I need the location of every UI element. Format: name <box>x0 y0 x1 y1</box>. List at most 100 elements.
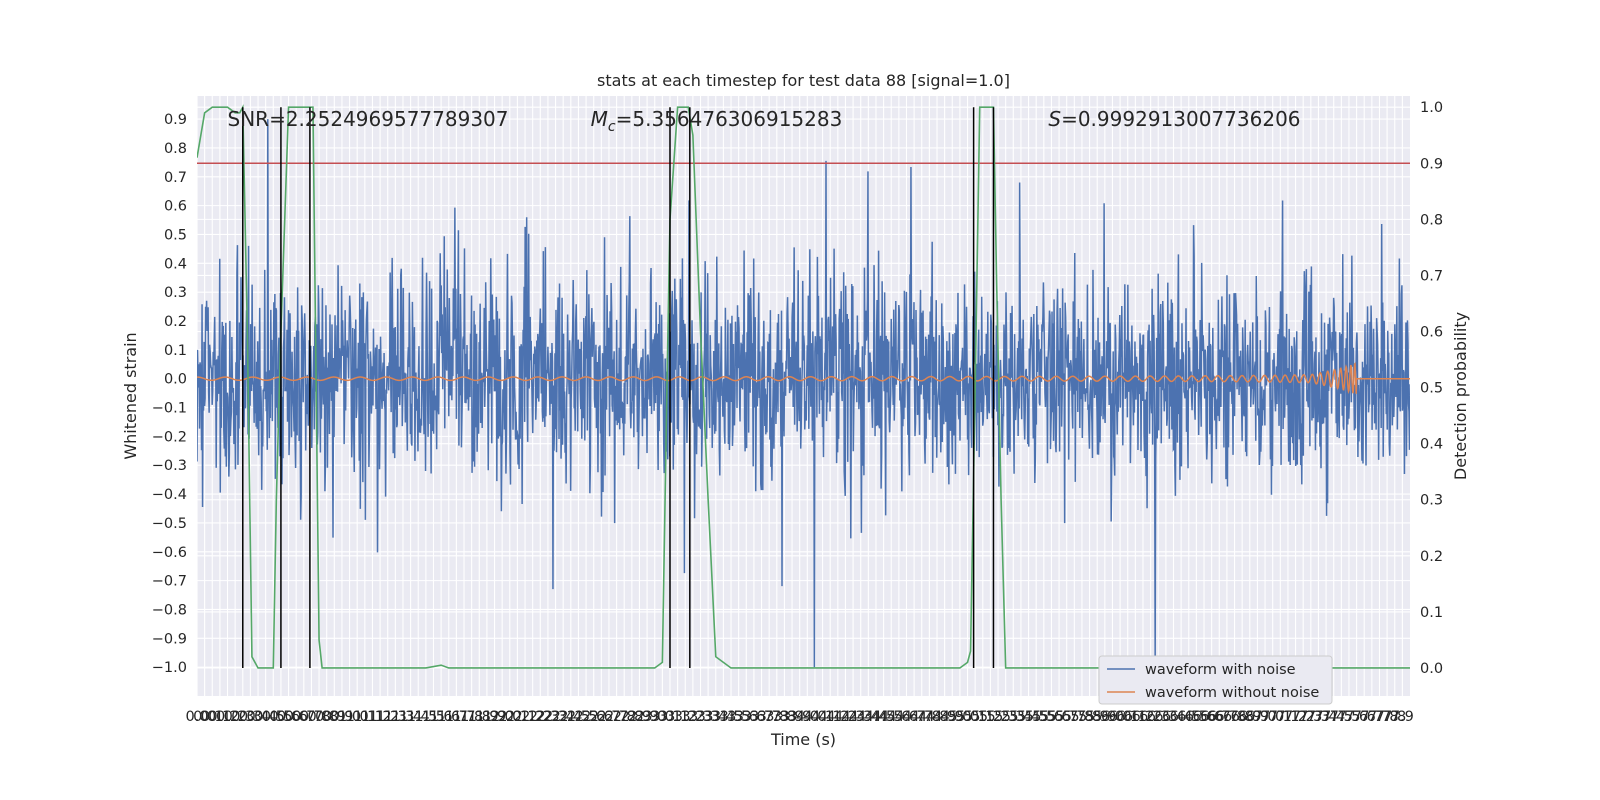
x-tick-label: 5.3 <box>994 709 1017 725</box>
annotation-text: S=0.9992913007736206 <box>1048 107 1300 131</box>
x-tick-label: 5.5 <box>1032 709 1055 725</box>
y-tick-label: −0.1 <box>152 401 187 417</box>
x-tick-label: 7.8 <box>1376 709 1399 725</box>
x-tick-label: 4.8 <box>925 709 948 725</box>
annotation-text: Mc=5.356476306915283 <box>591 107 843 135</box>
x-tick-label: 0.3 <box>239 709 262 725</box>
x-tick-label: 3.0 <box>643 709 666 725</box>
x-tick-label: 1.5 <box>422 709 445 725</box>
x-tick-label: 4.8 <box>918 709 941 725</box>
x-tick-label: 1.2 <box>376 709 399 725</box>
x-tick-label: 0.0 <box>193 709 216 725</box>
x-tick-label: 0.8 <box>315 709 338 725</box>
x-tick-label: 6.6 <box>1200 709 1223 725</box>
x-tick-label: 3.1 <box>658 709 681 725</box>
x-tick-label: 5.2 <box>979 709 1002 725</box>
vertical-lines <box>242 107 995 668</box>
x-tick-label: 3.8 <box>765 709 788 725</box>
x-tick-label: 5.0 <box>948 709 971 725</box>
x-axis-label: Time (s) <box>770 730 836 749</box>
x-tick-label: 5.5 <box>1025 709 1048 725</box>
x-tick-label: 3.8 <box>773 709 796 725</box>
x-tick-label: 0.9 <box>323 709 346 725</box>
x-tick-label: 4.4 <box>857 709 880 725</box>
x-tick-label: 0.1 <box>208 709 231 725</box>
x-tick-label: 4.9 <box>941 709 964 725</box>
x-tick-label: 1.8 <box>468 709 491 725</box>
y-right-tick-label: 0.8 <box>1420 212 1443 228</box>
x-tick-label: 5.3 <box>1002 709 1025 725</box>
x-tick-label: 7.8 <box>1383 709 1406 725</box>
x-tick-label: 1.2 <box>369 709 392 725</box>
x-tick-label: 4.1 <box>819 709 842 725</box>
x-tick-label: 7.7 <box>1360 709 1383 725</box>
x-tick-label: 0.9 <box>330 709 353 725</box>
x-tick-label: 6.8 <box>1231 709 1254 725</box>
x-tick-label: 2.0 <box>498 709 521 725</box>
x-tick-label: 7.3 <box>1307 709 1330 725</box>
x-tick-label: 0.8 <box>308 709 331 725</box>
y-right-tick-label: 0.3 <box>1420 493 1443 509</box>
legend-box <box>1098 655 1333 705</box>
x-tick-label: 3.3 <box>697 709 720 725</box>
x-tick-label: 0.7 <box>300 709 323 725</box>
y-right-tick-label: 0.7 <box>1420 268 1443 284</box>
x-tick-label: 2.3 <box>536 709 559 725</box>
x-tick-label: 6.9 <box>1246 709 1269 725</box>
x-tick-label: 3.2 <box>681 709 704 725</box>
y-tick-label: 0.3 <box>164 285 187 301</box>
x-tick-label: 4.2 <box>834 709 857 725</box>
x-tick-label: 6.6 <box>1192 709 1215 725</box>
x-tick-label: 6.1 <box>1124 709 1147 725</box>
y-tick-label: −0.6 <box>152 545 187 561</box>
x-tick-label: 7.2 <box>1292 709 1315 725</box>
y-right-tick-label: 0.6 <box>1420 325 1443 341</box>
x-tick-label: 6.0 <box>1101 709 1124 725</box>
x-tick-label: 1.3 <box>384 709 407 725</box>
x-tick-label: 4.6 <box>887 709 910 725</box>
x-tick-label: 7.5 <box>1337 709 1360 725</box>
y-tick-label: 0.1 <box>164 343 187 359</box>
x-tick-label: 1.5 <box>414 709 437 725</box>
x-tick-label: 3.9 <box>781 709 804 725</box>
x-tick-label: 0.7 <box>292 709 315 725</box>
x-tick-label: 7.0 <box>1254 709 1277 725</box>
y-tick-label: −1.0 <box>152 660 187 676</box>
x-tick-label: 7.9 <box>1391 709 1414 725</box>
x-tick-label: 0.1 <box>201 709 224 725</box>
y-tick-label: 0.7 <box>164 170 187 186</box>
y-tick-label: 0.0 <box>164 372 187 388</box>
y-tick-label: −0.3 <box>152 458 187 474</box>
x-tick-label: 3.5 <box>719 709 742 725</box>
x-tick-label: 0.3 <box>231 709 254 725</box>
x-tick-label: 4.0 <box>796 709 819 725</box>
y-tick-label: −0.5 <box>152 516 187 532</box>
x-tick-label: 5.8 <box>1078 709 1101 725</box>
y-right-tick-label: 0.9 <box>1420 156 1443 172</box>
x-tick-label: 5.7 <box>1055 709 1078 725</box>
x-tick-label: 5.6 <box>1040 709 1063 725</box>
x-tick-label: 1.8 <box>460 709 483 725</box>
x-tick-label: 7.4 <box>1315 709 1338 725</box>
y-tick-label: 0.8 <box>164 141 187 157</box>
x-tick-label: 1.6 <box>430 709 453 725</box>
legend: waveform with noise waveform without nois… <box>1098 655 1333 705</box>
x-tick-label: 5.1 <box>964 709 987 725</box>
x-tick-label: 5.2 <box>987 709 1010 725</box>
x-tick-label: 1.4 <box>399 709 422 725</box>
x-tick-label: 4.1 <box>811 709 834 725</box>
x-tick-label: 4.9 <box>933 709 956 725</box>
x-tick-label: 5.9 <box>1093 709 1116 725</box>
x-tick-label: 1.3 <box>391 709 414 725</box>
x-tick-label: 2.0 <box>491 709 514 725</box>
x-tick-label: 6.7 <box>1208 709 1231 725</box>
y-tick-label: 0.2 <box>164 314 187 330</box>
x-tick-label: 0.2 <box>224 709 247 725</box>
x-tick-label: 0.4 <box>247 709 270 725</box>
x-tick-label: 5.4 <box>1009 709 1032 725</box>
y-tick-label: −0.4 <box>152 487 187 503</box>
x-tick-label: 7.0 <box>1261 709 1284 725</box>
annotation-text: SNR=2.2524969577789307 <box>228 107 509 131</box>
x-tick-label: 4.0 <box>803 709 826 725</box>
x-tick-label: 3.6 <box>742 709 765 725</box>
